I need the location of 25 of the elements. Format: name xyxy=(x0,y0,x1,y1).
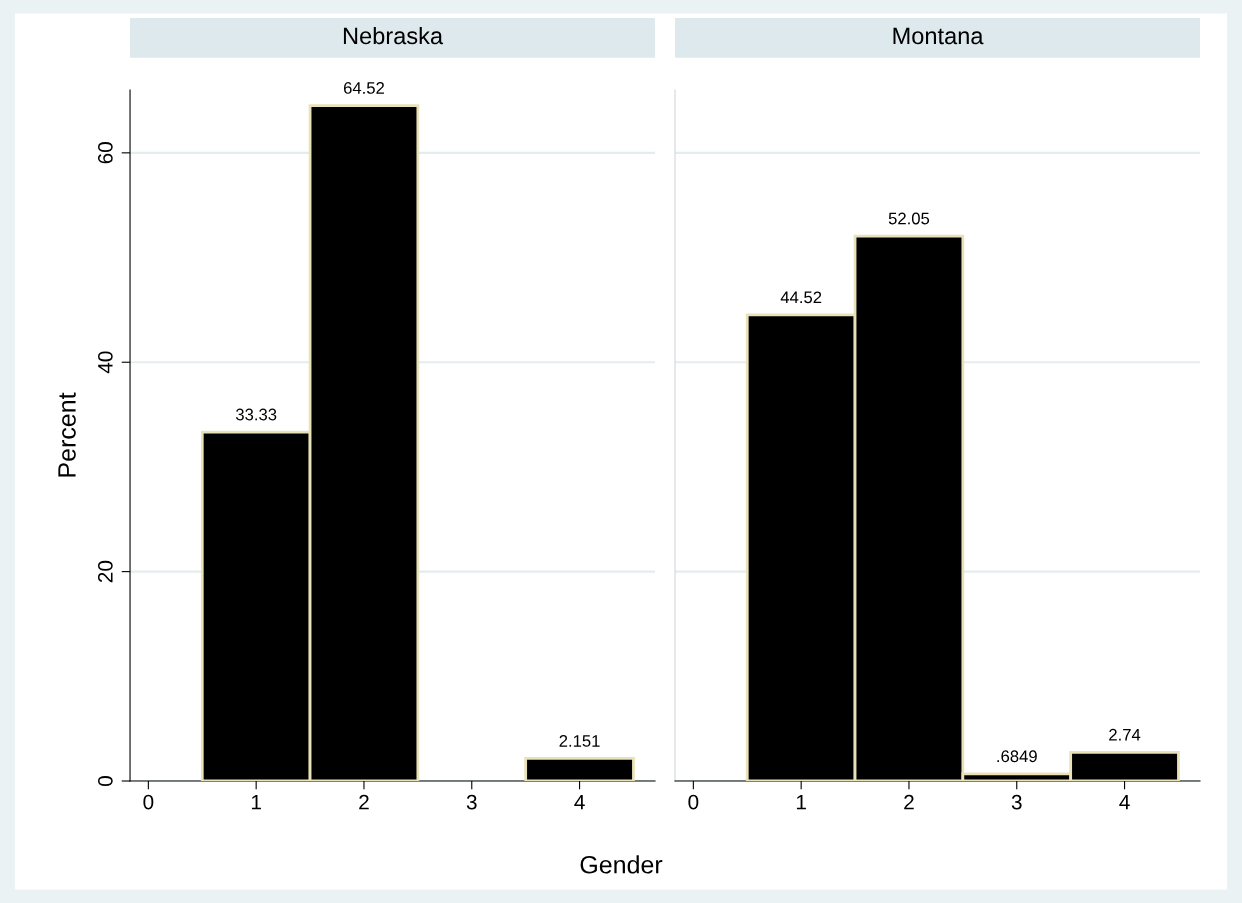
x-tick-label: 3 xyxy=(1011,794,1022,810)
x-tick-label: 4 xyxy=(1119,794,1130,810)
x-tick-label: 2 xyxy=(359,794,369,810)
chart-title: Nebraska xyxy=(343,26,444,45)
y-tick-label: 60 xyxy=(97,142,113,164)
y-tick-label: 0 xyxy=(97,776,113,786)
y-tick-label: 40 xyxy=(97,351,113,374)
x-tick-label: 0 xyxy=(143,794,154,810)
data-label: 2.74 xyxy=(1109,728,1141,741)
data-label: 33.33 xyxy=(235,408,277,421)
data-label: 44.52 xyxy=(780,291,822,304)
data-label: .6849 xyxy=(997,750,1037,763)
x-tick-label: 3 xyxy=(466,794,477,810)
x-tick-label: 0 xyxy=(688,794,699,810)
x-tick-label: 2 xyxy=(904,794,914,810)
x-tick-label: 1 xyxy=(251,794,261,810)
x-tick-label: 1 xyxy=(796,794,806,810)
chart-title: Montana xyxy=(893,27,984,45)
y-axis-title: Percent xyxy=(58,392,76,477)
x-axis-title: Gender xyxy=(580,855,663,874)
y-tick-label: 20 xyxy=(97,560,113,583)
data-label: 2.151 xyxy=(559,735,600,747)
data-label: 52.05 xyxy=(888,212,930,225)
x-tick-label: 4 xyxy=(574,794,585,810)
data-label: 64.52 xyxy=(343,82,384,94)
